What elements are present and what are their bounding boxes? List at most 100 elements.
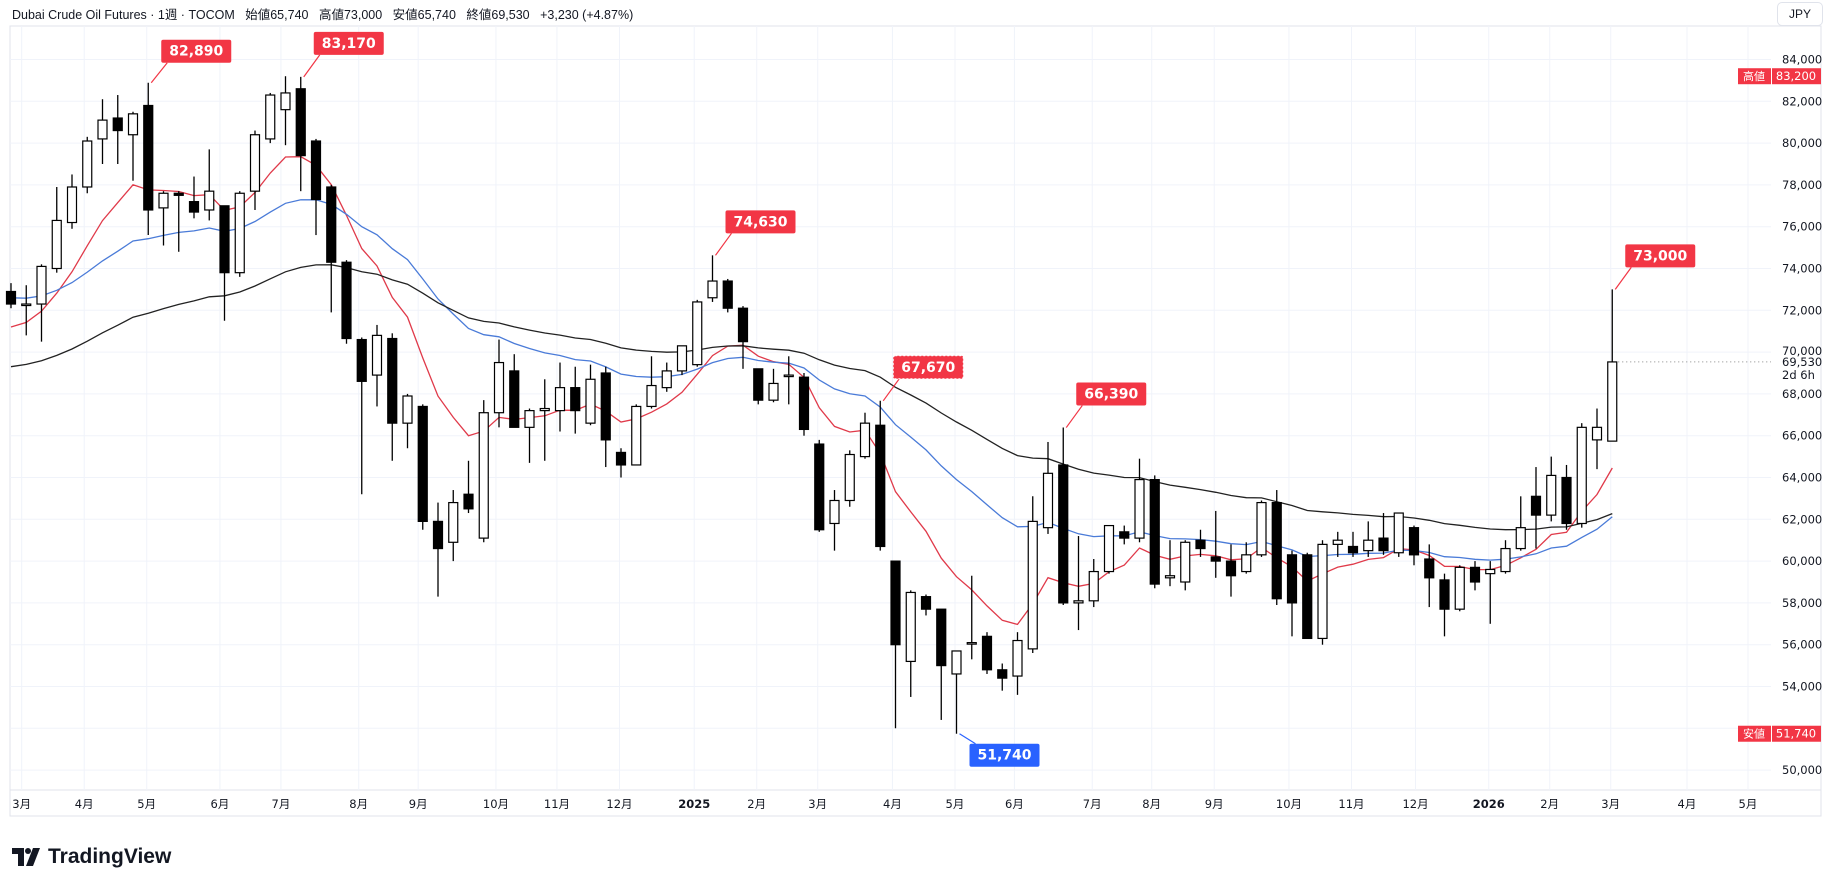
candle: [1195, 529, 1206, 557]
x-tick-label: 2月: [747, 797, 766, 811]
candle-body: [417, 405, 428, 522]
candle: [798, 373, 810, 436]
candle-body: [859, 422, 871, 458]
x-tick-label: 9月: [409, 797, 428, 811]
candle-body: [676, 345, 688, 372]
candle-body: [1515, 527, 1526, 550]
candle-body: [509, 370, 520, 428]
candle-body: [615, 451, 627, 466]
candle-body: [661, 370, 672, 389]
candle: [249, 130, 261, 210]
candle-body: [1164, 575, 1176, 579]
candle-body: [448, 501, 459, 543]
x-tick-label: 11月: [544, 797, 570, 811]
y-tick-label: 84,000: [1782, 53, 1822, 67]
x-tick-label: 8月: [1142, 797, 1161, 811]
candle: [646, 356, 657, 409]
candle: [1134, 458, 1145, 543]
y-tick-label: 80,000: [1782, 136, 1822, 150]
currency-button[interactable]: JPY: [1777, 2, 1823, 26]
candle: [417, 404, 428, 530]
callout-label: 67,670: [901, 360, 955, 376]
candle: [768, 368, 779, 403]
candle: [1332, 531, 1343, 557]
callout-label: 66,390: [1084, 387, 1138, 403]
candle: [1363, 521, 1374, 557]
candle: [539, 379, 550, 461]
candle: [570, 366, 581, 434]
x-tick-label: 5月: [1739, 797, 1758, 811]
candle-body: [554, 387, 566, 412]
candle: [1515, 496, 1526, 551]
candle: [463, 460, 474, 514]
x-tick-label: 6月: [1005, 797, 1024, 811]
low-value: 安値65,740: [392, 8, 456, 22]
candle: [1378, 513, 1389, 555]
moving-average-line: [10, 264, 1613, 531]
candle: [920, 594, 932, 616]
badge-value: 51,740: [1776, 727, 1816, 741]
candle: [295, 76, 306, 192]
candle-body: [768, 382, 779, 401]
tradingview-logo[interactable]: TradingView: [12, 845, 171, 869]
candle-body: [1042, 472, 1054, 529]
symbol-title[interactable]: Dubai Crude Oil Futures · 1週 · TOCOM: [12, 8, 235, 22]
x-tick-label: 4月: [1678, 797, 1697, 811]
chart-frame: [9, 25, 1822, 817]
candle: [936, 608, 947, 720]
candle: [859, 412, 871, 459]
candle-body: [1210, 556, 1221, 562]
y-tick-label: 74,000: [1782, 262, 1822, 276]
candle: [402, 393, 413, 449]
candle: [1302, 552, 1313, 640]
candle: [1500, 540, 1511, 574]
price-callout: 66,390: [1065, 382, 1147, 428]
candle-body: [646, 384, 657, 408]
callout-label: 82,890: [169, 44, 223, 60]
candle: [844, 450, 855, 507]
candle-body: [326, 186, 337, 263]
candle-body: [1180, 541, 1191, 583]
x-tick-label: 12月: [606, 797, 632, 811]
candle-body: [1408, 527, 1420, 556]
candle-body: [1012, 639, 1023, 677]
badge-tag: 安値: [1743, 727, 1765, 741]
callout-pointer: [1614, 267, 1632, 290]
candle: [143, 82, 154, 236]
candle-body: [585, 378, 596, 424]
candle-body: [844, 453, 855, 502]
candle-body: [1347, 545, 1359, 554]
candle: [51, 186, 62, 273]
candle-body: [829, 499, 840, 525]
candle-body: [1424, 558, 1435, 579]
candle: [234, 191, 245, 277]
badge-value: 83,200: [1776, 69, 1816, 83]
candle-body: [1591, 426, 1603, 441]
candle-body: [402, 395, 413, 424]
candle-body: [783, 374, 794, 378]
candle: [341, 260, 352, 344]
candle-body: [158, 192, 169, 209]
candle-body: [722, 280, 733, 309]
candle: [66, 174, 78, 229]
candle-body: [21, 303, 32, 307]
candle: [997, 663, 1008, 691]
candle-body: [1485, 568, 1496, 575]
candle: [188, 176, 200, 219]
candle-body: [798, 376, 810, 431]
last-price-value: 69,530: [1782, 355, 1822, 369]
callout-box: [892, 355, 964, 380]
candle: [1012, 632, 1023, 695]
candle-body: [905, 591, 916, 663]
candle: [981, 632, 993, 674]
candle: [722, 278, 733, 313]
y-tick-label: 62,000: [1782, 512, 1822, 526]
candle: [1607, 289, 1618, 442]
badge-value-bg: [1772, 68, 1821, 85]
candle: [1042, 441, 1054, 534]
x-tick-label: 2026: [1473, 797, 1505, 811]
high-value: 高値73,000: [318, 8, 383, 22]
candle: [127, 111, 139, 181]
candle-body: [1241, 554, 1252, 573]
